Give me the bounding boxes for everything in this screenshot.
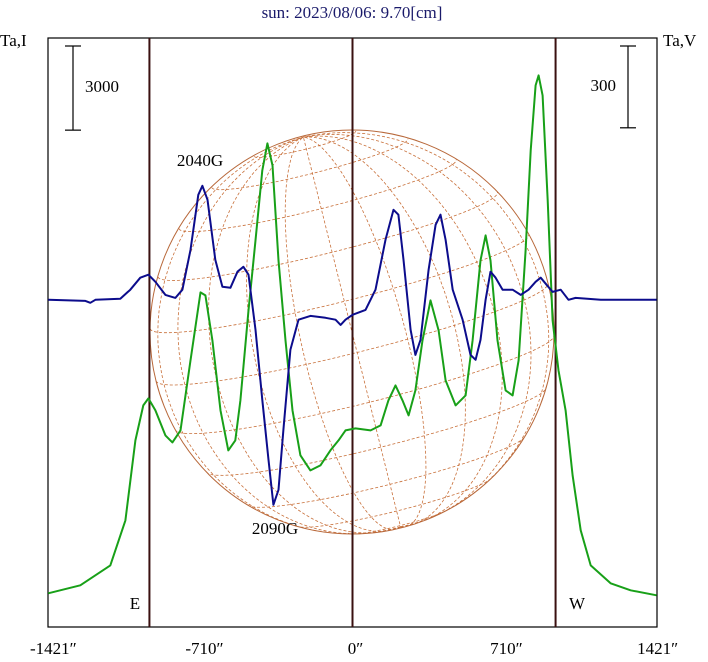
parallel xyxy=(150,234,530,334)
disk-grid xyxy=(150,131,554,534)
parallel xyxy=(155,283,549,386)
annotation: 2040G xyxy=(177,151,223,170)
parallel xyxy=(157,192,498,281)
series-line xyxy=(48,184,657,506)
meridian xyxy=(246,136,401,532)
scale-bar-label: 3000 xyxy=(85,77,119,96)
chart-title: sun: 2023/08/06: 9.70[cm] xyxy=(262,3,443,22)
x-tick-label: -710″ xyxy=(185,639,223,658)
x-tick-label: -1421″ xyxy=(30,639,77,658)
annotation: E xyxy=(130,594,140,613)
meridian xyxy=(208,136,401,534)
x-tick-label: 1421″ xyxy=(637,639,678,658)
y2-axis-label: Ta,V xyxy=(663,31,697,50)
meridian xyxy=(284,136,401,530)
parallel xyxy=(174,335,554,435)
series-line xyxy=(48,74,657,597)
y-axis-label: Ta,I xyxy=(0,31,27,50)
meridian xyxy=(303,135,503,528)
parallel xyxy=(178,159,457,233)
disk-grid-rot xyxy=(150,131,554,534)
meridian xyxy=(303,136,427,528)
parallel xyxy=(211,138,409,191)
annotation: W xyxy=(569,594,586,613)
annotation: 2090G xyxy=(252,519,298,538)
x-tick-label: 0″ xyxy=(348,639,364,658)
parallel xyxy=(254,131,357,158)
scale-bar-label: 300 xyxy=(591,76,617,95)
parallel xyxy=(247,435,526,508)
meridian xyxy=(177,136,401,534)
parallel xyxy=(295,476,493,528)
parallel xyxy=(206,387,547,476)
x-tick-label: 710″ xyxy=(490,639,523,658)
